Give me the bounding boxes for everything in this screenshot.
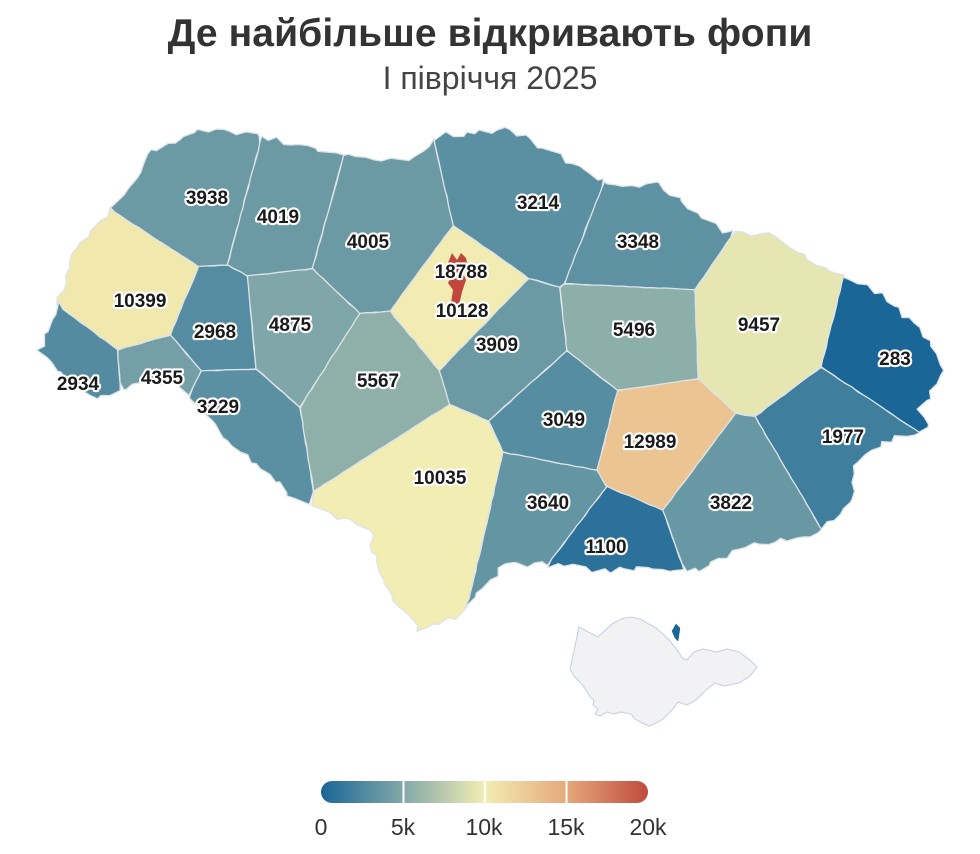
svg-text:10035: 10035 [414,468,467,489]
svg-text:3049: 3049 [543,410,585,431]
svg-text:20k: 20k [629,814,667,840]
svg-text:3822: 3822 [710,493,752,514]
svg-text:3229: 3229 [197,397,239,418]
svg-text:3938: 3938 [186,188,228,209]
svg-text:3640: 3640 [527,493,569,514]
svg-text:10399: 10399 [114,291,167,312]
svg-text:4019: 4019 [257,207,299,228]
svg-text:12989: 12989 [624,432,677,453]
svg-text:5496: 5496 [613,320,655,341]
svg-text:1100: 1100 [585,537,626,558]
svg-text:15k: 15k [547,814,585,840]
svg-text:2934: 2934 [57,374,100,395]
svg-text:9457: 9457 [738,315,780,336]
svg-text:1977: 1977 [822,427,864,448]
svg-text:4355: 4355 [141,368,184,389]
svg-text:3909: 3909 [476,335,518,356]
svg-text:3214: 3214 [517,193,560,214]
svg-text:18788: 18788 [435,262,488,283]
svg-text:283: 283 [879,349,911,370]
svg-text:10k: 10k [465,814,503,840]
svg-text:3348: 3348 [617,232,659,253]
svg-text:10128: 10128 [436,301,489,322]
svg-text:2968: 2968 [194,322,236,343]
svg-text:5567: 5567 [357,371,399,392]
svg-text:4005: 4005 [347,232,390,253]
svg-text:5k: 5k [391,814,416,840]
svg-text:4875: 4875 [269,315,312,336]
svg-text:0: 0 [315,814,328,840]
